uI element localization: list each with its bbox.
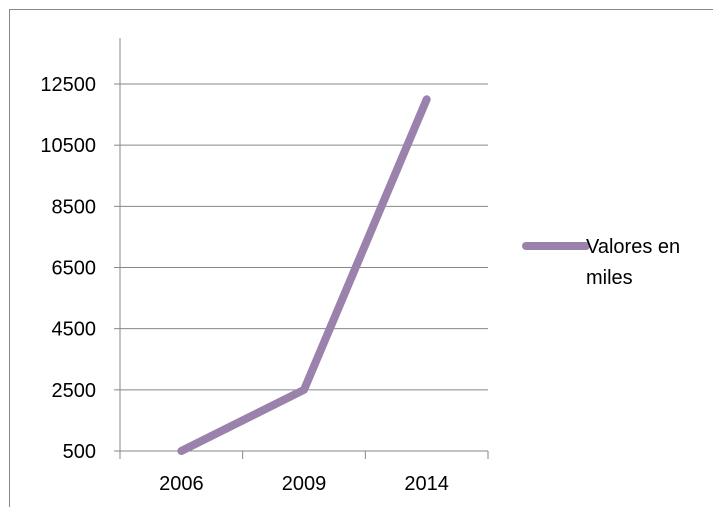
y-tick-label-6500: 6500	[52, 258, 97, 280]
y-tick-label-12500: 12500	[40, 74, 96, 96]
y-tick-label-2500: 2500	[52, 380, 97, 402]
series-line-0	[177, 95, 431, 455]
y-axis-tick-labels: 500 2500 4500 6500 8500 10500 12500	[40, 74, 96, 463]
y-tick-label-10500: 10500	[40, 135, 96, 157]
x-tick-label-2009: 2009	[282, 473, 327, 495]
x-tick-label-2006: 2006	[159, 473, 204, 495]
y-tick-label-8500: 8500	[52, 196, 97, 218]
chart-frame	[9, 9, 713, 507]
series-lines	[177, 95, 431, 455]
legend-label-line2: miles	[586, 267, 633, 289]
y-tick-label-500: 500	[63, 441, 96, 463]
x-tick-label-2014: 2014	[404, 473, 449, 495]
y-tick-label-4500: 4500	[52, 319, 97, 341]
legend-label-line1: Valores en	[586, 236, 680, 258]
axes	[119, 38, 489, 459]
x-axis-tick-labels: 2006 2009 2014	[159, 473, 449, 495]
grid-lines	[114, 83, 488, 452]
legend: Valores en miles	[522, 236, 680, 289]
